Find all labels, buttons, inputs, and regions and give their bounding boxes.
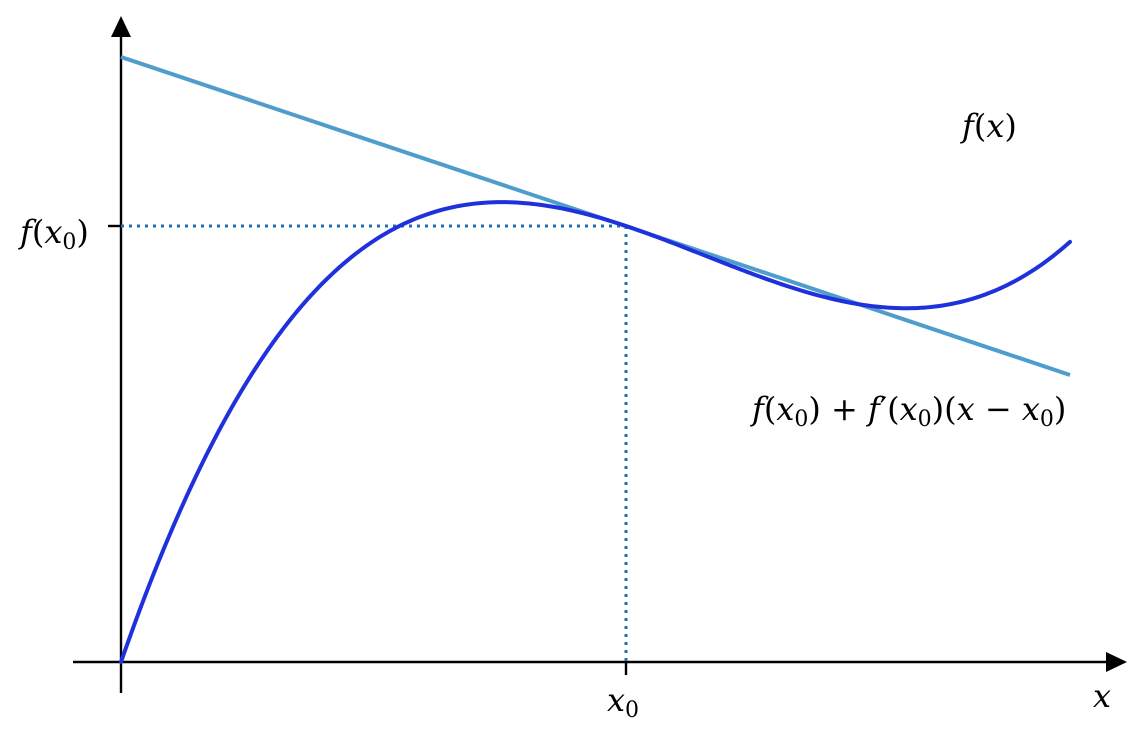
tangent-label: f(x0) + f′(x0)(x − x0): [750, 390, 1066, 432]
y-axis-arrowhead: [111, 16, 131, 37]
function-curve: [119, 200, 1072, 664]
fx0-tick-label: f(x0): [18, 213, 89, 255]
curve-label: f(x): [960, 107, 1017, 145]
x0-tick-label: x0: [607, 681, 639, 723]
x-axis-label: x: [1093, 677, 1111, 715]
x-axis-arrowhead: [1106, 652, 1127, 672]
